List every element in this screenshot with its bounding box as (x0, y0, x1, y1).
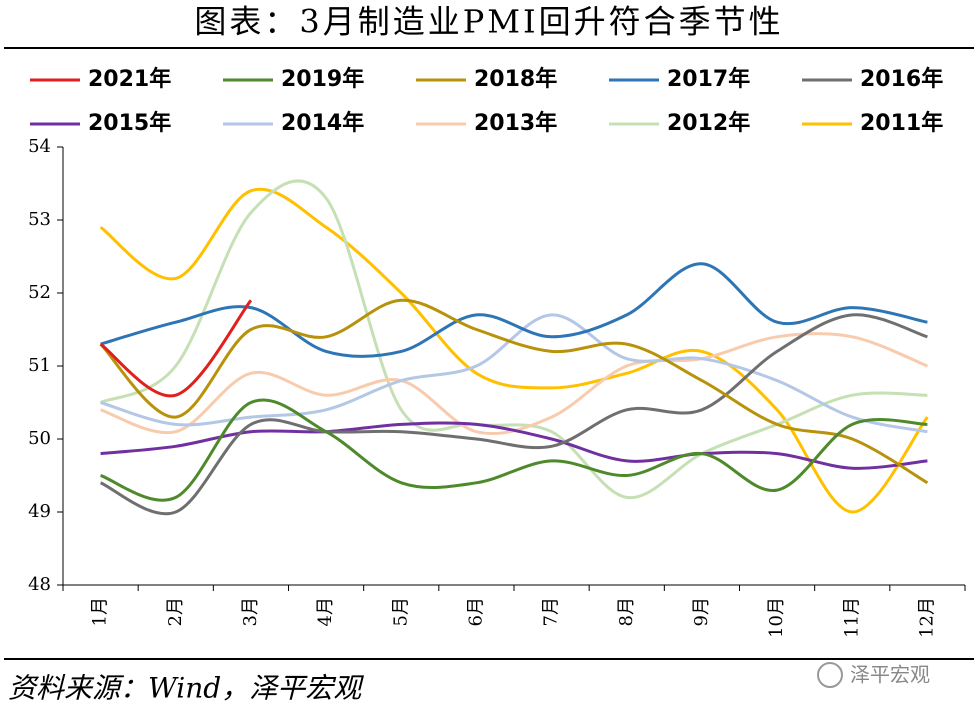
watermark: 泽平宏观 (850, 663, 930, 687)
legend-label: 2011年 (860, 110, 943, 136)
x-tick-label: 1月 (90, 597, 111, 626)
series-line (100, 332, 928, 436)
source: 资料来源：Wind，泽平宏观 (8, 672, 364, 705)
x-tick-label: 11月 (841, 597, 862, 638)
legend-label: 2016年 (860, 66, 943, 92)
y-tick-label: 51 (28, 355, 51, 376)
x-tick-label: 2月 (165, 597, 186, 626)
x-tick-label: 4月 (315, 597, 336, 626)
x-tick-label: 8月 (616, 597, 637, 626)
legend-label: 2014年 (281, 110, 364, 136)
series-line (100, 313, 928, 434)
y-tick-label: 48 (28, 574, 51, 595)
x-tick-label: 7月 (541, 597, 562, 626)
series-line (99, 313, 928, 516)
y-tick-label: 54 (28, 136, 51, 157)
legend-label: 2017年 (667, 66, 750, 92)
watermark-icon (817, 662, 843, 688)
y-tick-label: 50 (28, 428, 51, 449)
x-tick-label: 3月 (240, 597, 261, 626)
x-tick-label: 6月 (465, 597, 486, 626)
legend-label: 2015年 (88, 110, 171, 136)
series-line (99, 187, 929, 514)
x-tick-label: 12月 (916, 597, 937, 638)
series-line (100, 421, 928, 470)
legend-label: 2013年 (474, 110, 557, 136)
series-line (100, 262, 928, 358)
legend-label: 2019年 (281, 66, 364, 92)
x-tick-label: 9月 (691, 597, 712, 626)
legend-label: 2018年 (474, 66, 557, 92)
series-line (99, 299, 253, 398)
legend-label: 2021年 (88, 66, 171, 92)
x-tick-label: 5月 (390, 597, 411, 626)
legend-label: 2012年 (667, 110, 750, 136)
y-tick-label: 49 (28, 501, 51, 522)
y-tick-label: 53 (28, 209, 51, 230)
chart-title: 图表：3月制造业PMI回升符合季节性 (194, 3, 783, 41)
y-tick-label: 52 (28, 282, 51, 303)
x-tick-label: 10月 (766, 597, 787, 638)
series-line (100, 398, 928, 502)
series-line (99, 298, 929, 485)
